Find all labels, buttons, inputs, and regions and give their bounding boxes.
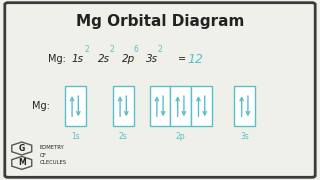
Bar bbox=[191, 86, 212, 126]
Text: 12: 12 bbox=[187, 53, 203, 66]
Text: 1s: 1s bbox=[72, 54, 84, 64]
Bar bbox=[170, 86, 191, 126]
Text: 2s: 2s bbox=[98, 54, 109, 64]
Bar bbox=[113, 86, 134, 126]
Text: 2: 2 bbox=[110, 45, 115, 54]
Text: M: M bbox=[18, 158, 26, 167]
Text: 2p: 2p bbox=[122, 54, 135, 64]
Text: 2s: 2s bbox=[119, 132, 128, 141]
Text: 1s: 1s bbox=[71, 132, 80, 141]
Text: OF: OF bbox=[40, 153, 47, 158]
Bar bbox=[149, 86, 170, 126]
FancyBboxPatch shape bbox=[5, 3, 315, 177]
Text: G: G bbox=[19, 144, 25, 153]
Text: 3s: 3s bbox=[146, 54, 157, 64]
Text: 2: 2 bbox=[84, 45, 89, 54]
Text: EOMETRY: EOMETRY bbox=[40, 145, 64, 150]
Bar bbox=[234, 86, 255, 126]
Text: 2: 2 bbox=[158, 45, 163, 54]
Text: Mg:: Mg: bbox=[48, 54, 66, 64]
Text: =: = bbox=[178, 54, 186, 64]
Text: 6: 6 bbox=[134, 45, 139, 54]
Text: Mg:: Mg: bbox=[32, 101, 50, 111]
Text: 2p: 2p bbox=[176, 132, 186, 141]
Text: OLECULES: OLECULES bbox=[40, 159, 67, 165]
Text: 3s: 3s bbox=[240, 132, 249, 141]
Bar bbox=[65, 86, 86, 126]
Text: Mg Orbital Diagram: Mg Orbital Diagram bbox=[76, 14, 244, 29]
